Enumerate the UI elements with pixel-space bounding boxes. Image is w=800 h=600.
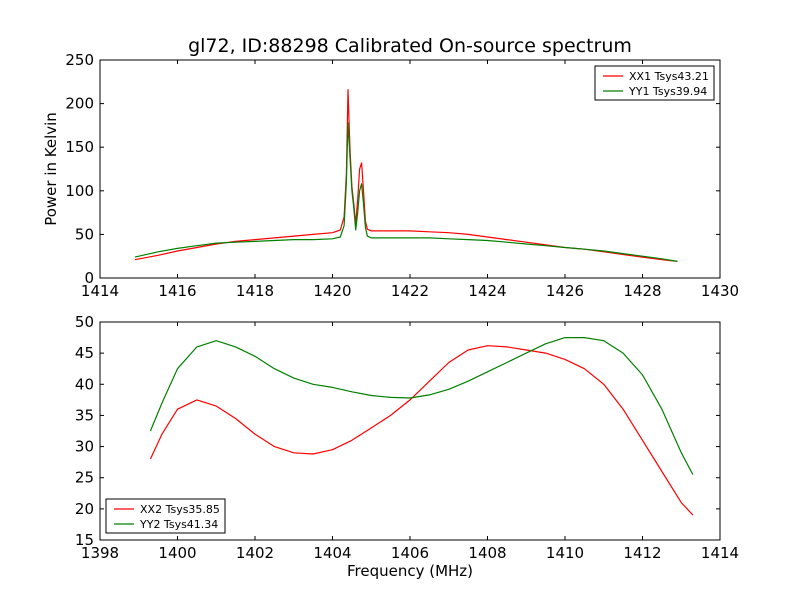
top-ytick-label: 150 <box>65 138 94 156</box>
top-xtick-label: 1416 <box>158 282 196 300</box>
bottom-xtick-label: 1414 <box>701 544 739 562</box>
bottom-xtick-label: 1398 <box>81 544 119 562</box>
bottom-ytick-label: 35 <box>75 406 94 424</box>
bottom-panel: 1398 1400 1402 1404 1406 1408 1410 1412 1414 15 20… <box>75 313 739 562</box>
top-legend-label: XX1 Tsys43.21 <box>629 70 709 83</box>
bottom-ytick-label: 25 <box>75 469 94 487</box>
top-ytick-label: 250 <box>65 51 94 69</box>
top-legend-label: YY1 Tsys39.94 <box>628 85 707 98</box>
bottom-ytick-label: 40 <box>75 375 94 393</box>
bottom-ytick-label: 30 <box>75 438 94 456</box>
top-ytick-label: 200 <box>65 95 94 113</box>
bottom-legend-label: XX2 Tsys35.85 <box>140 503 220 516</box>
bottom-ytick-label: 20 <box>75 500 94 518</box>
bottom-ytick-label: 45 <box>75 344 94 362</box>
bottom-ytick-label: 15 <box>75 531 94 549</box>
bottom-xtick-label: 1412 <box>623 544 661 562</box>
bottom-xtick-label: 1408 <box>468 544 506 562</box>
top-xtick-label: 1422 <box>391 282 429 300</box>
top-legend-box <box>594 65 715 101</box>
bottom-series-line-2 <box>149 337 694 475</box>
bottom-legend-box <box>105 498 226 534</box>
top-xtick-label: 1430 <box>701 282 739 300</box>
chart-title: gl72, ID:88298 Calibrated On-source spec… <box>188 35 632 57</box>
bottom-xtick-label: 1400 <box>158 544 196 562</box>
bottom-xtick-label: 1406 <box>391 544 429 562</box>
top-xtick-label: 1418 <box>236 282 274 300</box>
top-xtick-label: 1424 <box>468 282 506 300</box>
bottom-xtick-label: 1410 <box>546 544 584 562</box>
bottom-series-line-1 <box>149 345 694 516</box>
bottom-xtick-label: 1404 <box>313 544 351 562</box>
top-xtick-label: 1414 <box>81 282 119 300</box>
top-series-line-1 <box>134 88 678 262</box>
top-ytick-label: 50 <box>75 225 94 243</box>
bottom-xlabel: Frequency (MHz) <box>347 562 473 580</box>
top-ytick-label: 100 <box>65 182 94 200</box>
top-panel: 1414 1416 1418 1420 1422 1424 1426 1428 1430 0 50 1… <box>65 51 739 300</box>
top-series-line-2 <box>134 122 678 262</box>
top-xtick-label: 1428 <box>623 282 661 300</box>
top-xtick-label: 1426 <box>546 282 584 300</box>
bottom-ytick-label: 50 <box>75 313 94 331</box>
top-xtick-label: 1420 <box>313 282 351 300</box>
bottom-xtick-label: 1402 <box>236 544 274 562</box>
bottom-legend-label: YY2 Tsys41.34 <box>139 518 218 531</box>
top-ylabel: Power in Kelvin <box>42 112 60 226</box>
top-ytick-label: 0 <box>84 269 94 287</box>
